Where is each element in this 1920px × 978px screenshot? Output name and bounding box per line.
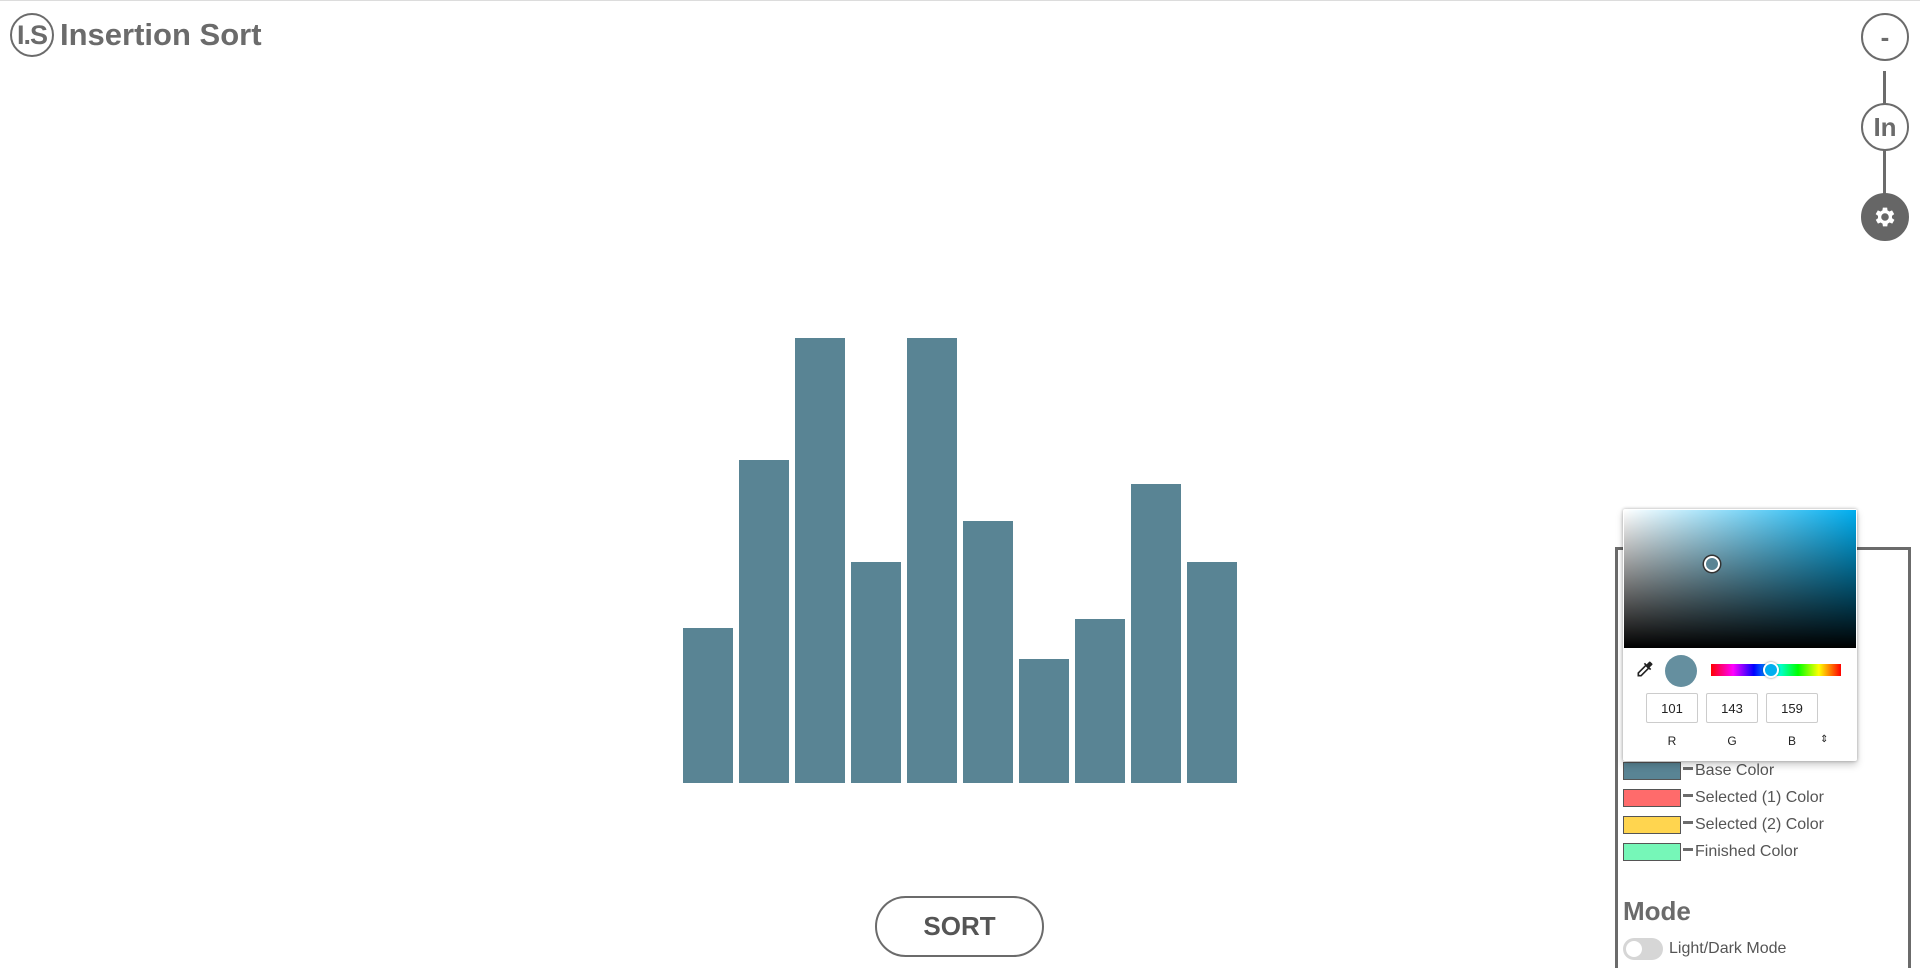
hue-slider[interactable] bbox=[1711, 662, 1841, 678]
saturation-area[interactable] bbox=[1624, 510, 1856, 648]
format-toggle-icon[interactable]: ⇕ bbox=[1820, 734, 1829, 745]
bar-8 bbox=[1131, 484, 1181, 783]
bar-7 bbox=[1075, 619, 1125, 783]
selected-1-color-label: Selected (1) Color bbox=[1695, 789, 1824, 806]
blue-input[interactable] bbox=[1766, 693, 1818, 723]
blue-label: B bbox=[1787, 734, 1796, 748]
bar-1 bbox=[739, 460, 789, 783]
minimize-button[interactable]: - bbox=[1861, 13, 1909, 61]
bar-9 bbox=[1187, 562, 1237, 783]
sort-button[interactable]: SORT bbox=[875, 896, 1044, 957]
logo: I.S Insertion Sort bbox=[10, 13, 262, 57]
color-picker-popover: R G B ⇕ bbox=[1623, 509, 1857, 761]
bar-3 bbox=[851, 562, 901, 783]
settings-button[interactable] bbox=[1861, 193, 1909, 241]
base-color-label: Base Color bbox=[1695, 762, 1775, 779]
bar-4 bbox=[907, 338, 957, 783]
selected-2-color-row[interactable]: Selected (2) Color bbox=[1623, 816, 1824, 834]
toggle-knob bbox=[1626, 941, 1642, 957]
bar-2 bbox=[795, 338, 845, 783]
finished-color-swatch[interactable] bbox=[1623, 843, 1681, 861]
logo-badge: I.S bbox=[10, 13, 54, 57]
gear-icon bbox=[1875, 207, 1895, 227]
bar-0 bbox=[683, 628, 733, 783]
dark-mode-toggle[interactable] bbox=[1623, 938, 1663, 960]
eyedropper-icon[interactable] bbox=[1635, 659, 1655, 679]
finished-color-row[interactable]: Finished Color bbox=[1623, 843, 1798, 861]
linkedin-button[interactable]: In bbox=[1861, 103, 1909, 151]
green-label: G bbox=[1727, 734, 1737, 748]
base-color-row[interactable]: Base Color bbox=[1623, 762, 1774, 780]
green-input[interactable] bbox=[1706, 693, 1758, 723]
finished-color-label: Finished Color bbox=[1695, 843, 1799, 860]
page-title: Insertion Sort bbox=[60, 17, 262, 52]
selected-2-color-swatch[interactable] bbox=[1623, 816, 1681, 834]
selected-1-color-swatch[interactable] bbox=[1623, 789, 1681, 807]
color-preview bbox=[1665, 655, 1697, 687]
bar-6 bbox=[1019, 659, 1069, 783]
base-color-swatch[interactable] bbox=[1623, 762, 1681, 780]
mode-toggle-row[interactable]: Light/Dark Mode bbox=[1623, 938, 1786, 960]
selected-2-color-label: Selected (2) Color bbox=[1695, 816, 1824, 833]
bar-5 bbox=[963, 521, 1013, 783]
hue-handle[interactable] bbox=[1763, 662, 1779, 678]
mode-heading: Mode bbox=[1623, 896, 1691, 926]
dark-mode-label: Light/Dark Mode bbox=[1669, 940, 1787, 957]
selected-1-color-row[interactable]: Selected (1) Color bbox=[1623, 789, 1824, 807]
red-input[interactable] bbox=[1646, 693, 1698, 723]
saturation-handle[interactable] bbox=[1704, 556, 1720, 572]
red-label: R bbox=[1667, 734, 1677, 748]
